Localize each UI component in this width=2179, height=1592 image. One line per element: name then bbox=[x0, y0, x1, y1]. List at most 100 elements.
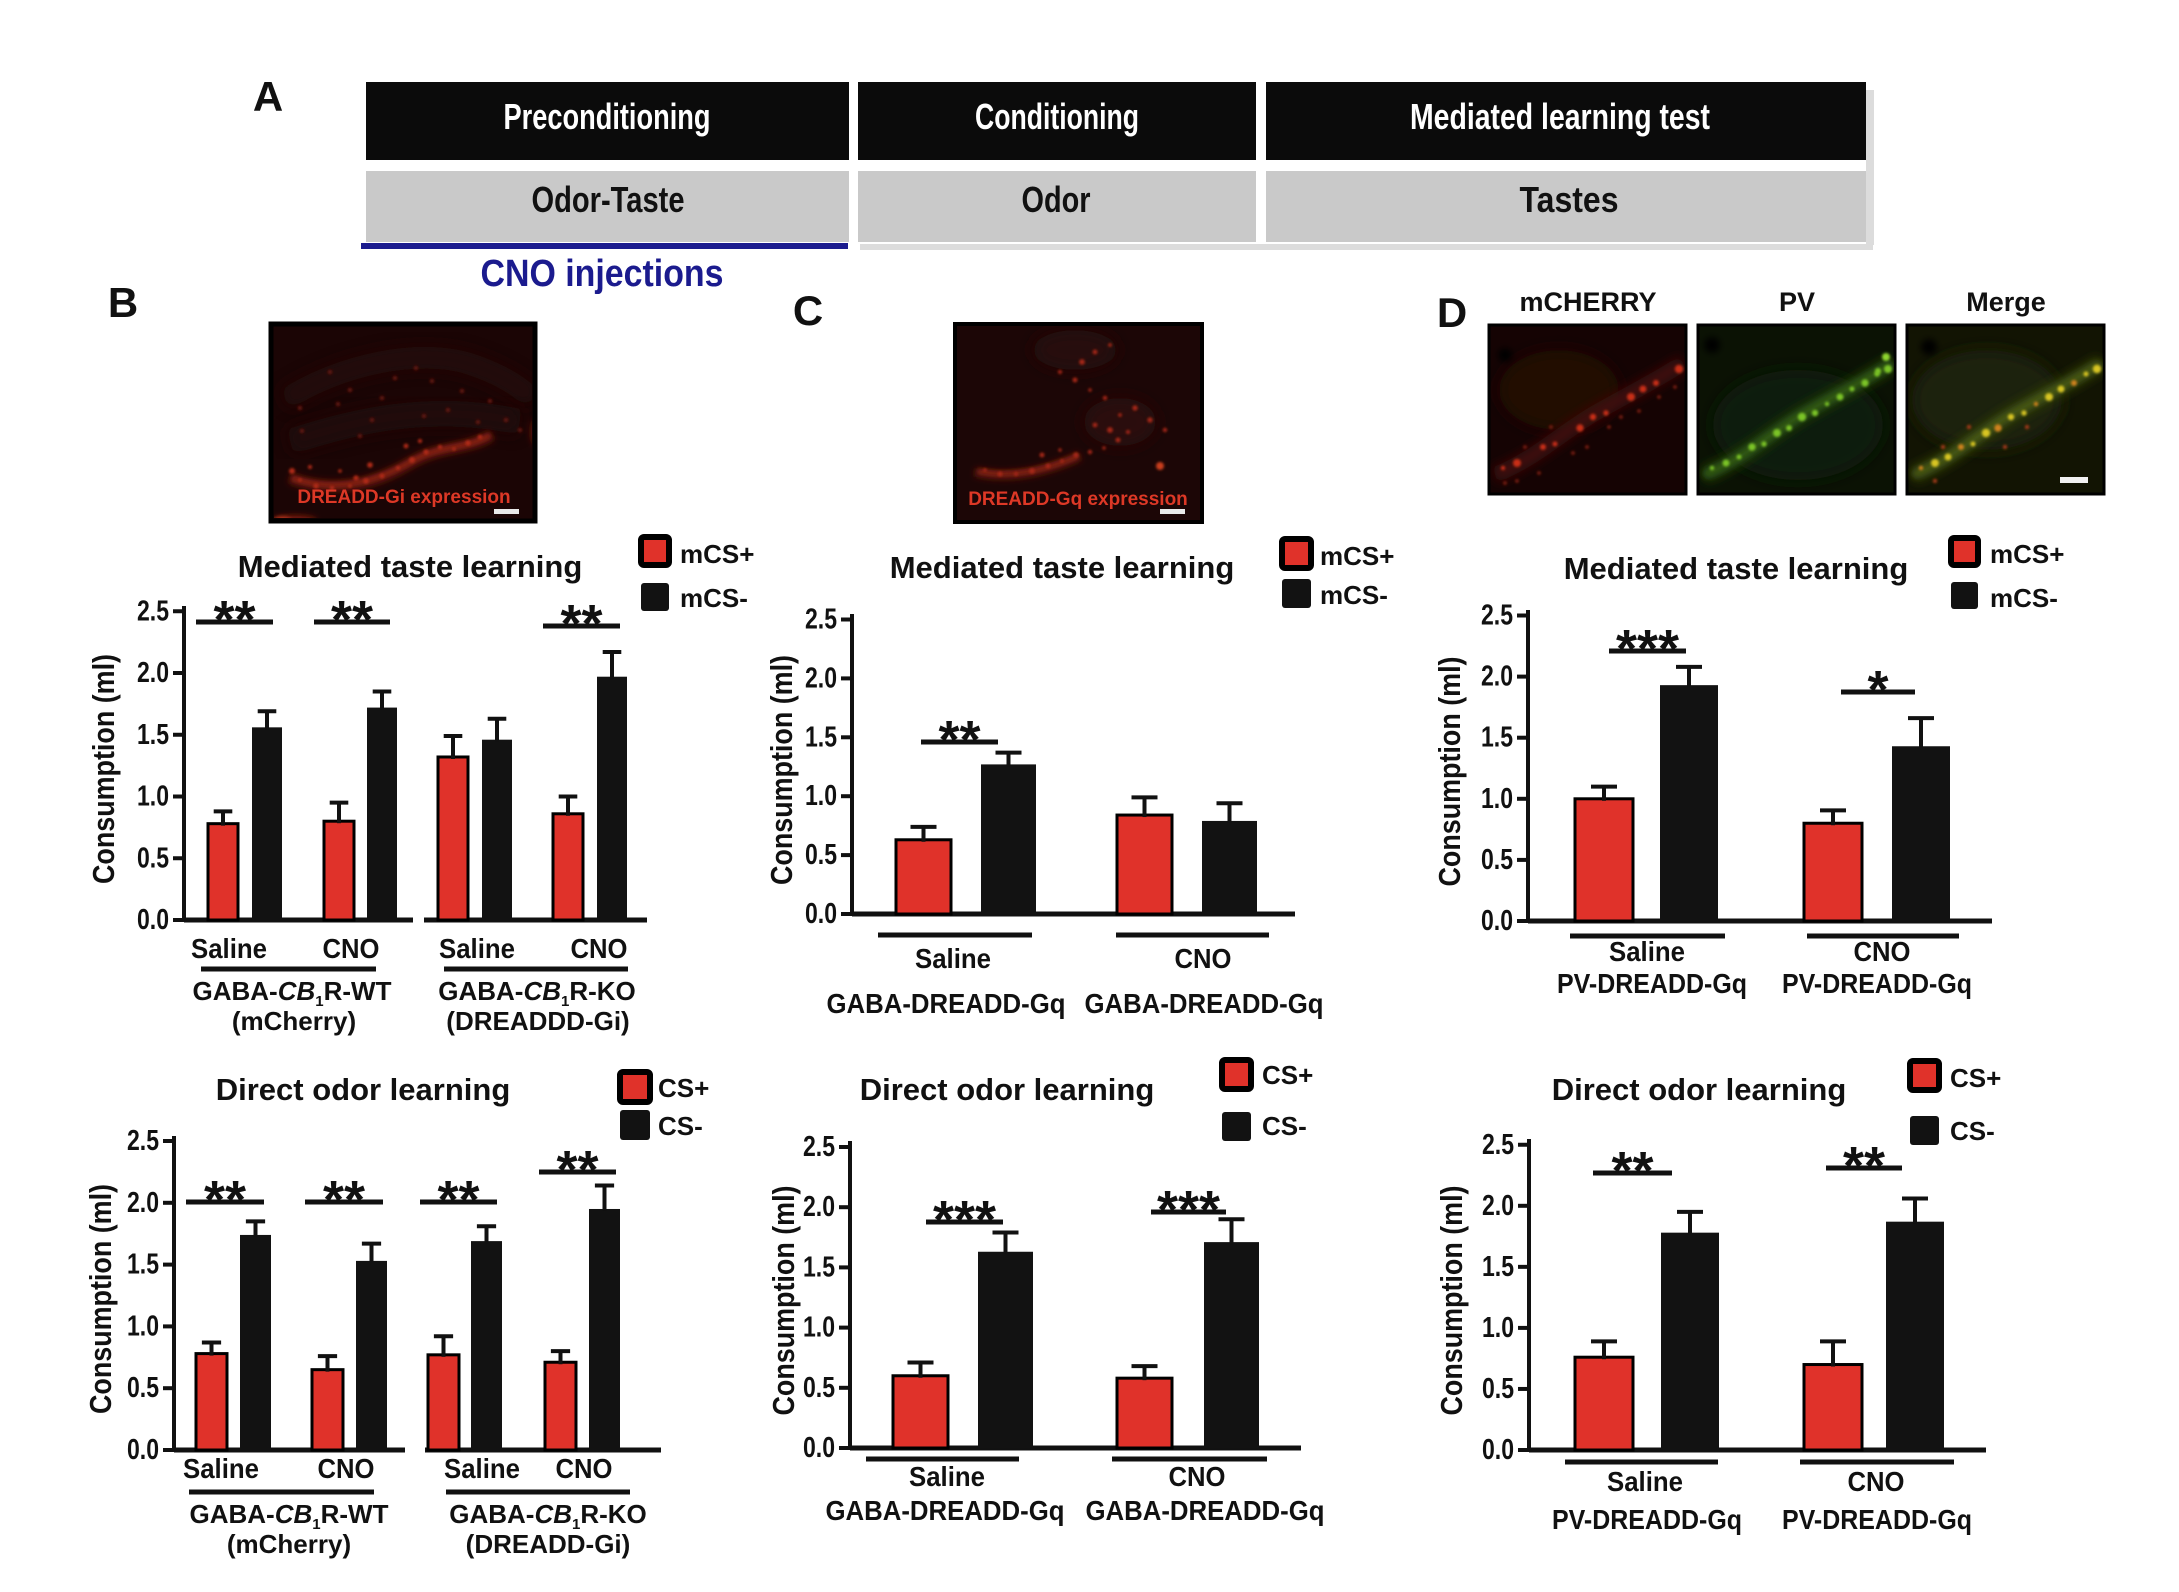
svg-text:(mCherry): (mCherry) bbox=[232, 1006, 356, 1036]
svg-text:1.5: 1.5 bbox=[1481, 722, 1513, 754]
svg-text:Saline: Saline bbox=[1607, 1466, 1683, 1497]
svg-text:1.5: 1.5 bbox=[805, 721, 837, 753]
svg-text:Consumption (ml): Consumption (ml) bbox=[86, 654, 121, 884]
svg-text:PV-DREADD-Gq: PV-DREADD-Gq bbox=[1557, 968, 1747, 999]
svg-text:CNO: CNO bbox=[556, 1453, 613, 1484]
svg-text:2.5: 2.5 bbox=[805, 604, 837, 636]
svg-text:Odor: Odor bbox=[1022, 179, 1091, 220]
svg-text:Consumption (ml): Consumption (ml) bbox=[766, 1186, 801, 1416]
svg-text:0.5: 0.5 bbox=[127, 1372, 159, 1404]
svg-text:0.0: 0.0 bbox=[1481, 905, 1513, 937]
svg-text:Direct odor learning: Direct odor learning bbox=[1552, 1072, 1847, 1107]
svg-text:2.0: 2.0 bbox=[803, 1191, 835, 1223]
svg-text:Saline: Saline bbox=[915, 943, 991, 974]
svg-text:B: B bbox=[108, 279, 138, 326]
svg-text:1.0: 1.0 bbox=[1482, 1312, 1514, 1344]
svg-text:(DREADDD-Gi): (DREADDD-Gi) bbox=[446, 1006, 629, 1036]
svg-text:2.5: 2.5 bbox=[127, 1125, 159, 1157]
svg-text:C: C bbox=[793, 287, 823, 334]
svg-text:**: ** bbox=[213, 590, 255, 650]
svg-text:DREADD-Gi expression: DREADD-Gi expression bbox=[297, 487, 510, 508]
svg-text:mCS-: mCS- bbox=[680, 583, 748, 613]
svg-text:CNO: CNO bbox=[571, 933, 628, 964]
svg-text:Mediated taste learning: Mediated taste learning bbox=[890, 550, 1235, 585]
svg-text:GABA-CB1R-WT: GABA-CB1R-WT bbox=[190, 1499, 389, 1533]
svg-text:PV-DREADD-Gq: PV-DREADD-Gq bbox=[1782, 968, 1972, 999]
svg-text:0.5: 0.5 bbox=[137, 842, 169, 874]
svg-text:Consumption (ml): Consumption (ml) bbox=[83, 1184, 118, 1414]
svg-text:Mediated taste learning: Mediated taste learning bbox=[1564, 551, 1909, 586]
svg-text:**: ** bbox=[1611, 1141, 1653, 1201]
svg-text:2.5: 2.5 bbox=[137, 595, 169, 627]
svg-text:CNO: CNO bbox=[1169, 1461, 1226, 1492]
svg-text:GABA-DREADD-Gq: GABA-DREADD-Gq bbox=[1085, 988, 1324, 1019]
svg-text:0.0: 0.0 bbox=[127, 1434, 159, 1466]
svg-text:GABA-CB1R-KO: GABA-CB1R-KO bbox=[449, 1499, 647, 1533]
svg-text:CS+: CS+ bbox=[658, 1073, 709, 1103]
svg-text:Saline: Saline bbox=[439, 933, 515, 964]
svg-text:Merge: Merge bbox=[1966, 287, 2046, 317]
svg-text:2.0: 2.0 bbox=[805, 662, 837, 694]
svg-text:1.0: 1.0 bbox=[805, 780, 837, 812]
svg-text:GABA-DREADD-Gq: GABA-DREADD-Gq bbox=[826, 1495, 1065, 1526]
svg-text:Mediated learning test: Mediated learning test bbox=[1410, 96, 1710, 137]
svg-text:Odor-Taste: Odor-Taste bbox=[532, 179, 685, 220]
svg-text:Saline: Saline bbox=[1609, 936, 1685, 967]
svg-text:CNO: CNO bbox=[323, 933, 380, 964]
svg-text:**: ** bbox=[938, 710, 980, 770]
svg-text:PV: PV bbox=[1779, 287, 1815, 317]
svg-text:Direct odor learning: Direct odor learning bbox=[860, 1072, 1155, 1107]
svg-text:PV-DREADD-Gq: PV-DREADD-Gq bbox=[1782, 1504, 1972, 1535]
svg-text:mCS-: mCS- bbox=[1990, 583, 2058, 613]
svg-text:CS-: CS- bbox=[658, 1111, 703, 1141]
svg-text:mCS-: mCS- bbox=[1320, 580, 1388, 610]
svg-text:1.5: 1.5 bbox=[137, 719, 169, 751]
svg-text:Conditioning: Conditioning bbox=[975, 96, 1139, 137]
svg-text:0.0: 0.0 bbox=[1482, 1434, 1514, 1466]
svg-text:1.5: 1.5 bbox=[127, 1249, 159, 1281]
svg-text:1.0: 1.0 bbox=[137, 781, 169, 813]
svg-text:0.0: 0.0 bbox=[803, 1432, 835, 1464]
svg-text:mCS+: mCS+ bbox=[680, 539, 754, 569]
svg-text:(mCherry): (mCherry) bbox=[227, 1529, 351, 1559]
svg-text:GABA-CB1R-WT: GABA-CB1R-WT bbox=[193, 976, 392, 1010]
svg-text:1.0: 1.0 bbox=[803, 1312, 835, 1344]
svg-text:**: ** bbox=[331, 590, 373, 650]
svg-text:CNO injections: CNO injections bbox=[481, 253, 724, 295]
svg-text:1.0: 1.0 bbox=[1481, 783, 1513, 815]
svg-text:Saline: Saline bbox=[183, 1453, 259, 1484]
svg-text:0.0: 0.0 bbox=[805, 898, 837, 930]
svg-text:Saline: Saline bbox=[909, 1461, 985, 1492]
svg-text:1.5: 1.5 bbox=[1482, 1251, 1514, 1283]
svg-text:CNO: CNO bbox=[318, 1453, 375, 1484]
svg-text:mCS+: mCS+ bbox=[1320, 541, 1394, 571]
svg-text:2.0: 2.0 bbox=[127, 1187, 159, 1219]
svg-text:Tastes: Tastes bbox=[1520, 179, 1619, 220]
svg-text:2.5: 2.5 bbox=[803, 1131, 835, 1163]
svg-text:CNO: CNO bbox=[1854, 936, 1911, 967]
svg-text:CNO: CNO bbox=[1848, 1466, 1905, 1497]
svg-text:GABA-DREADD-Gq: GABA-DREADD-Gq bbox=[827, 988, 1066, 1019]
svg-text:***: *** bbox=[1157, 1180, 1220, 1240]
svg-text:0.0: 0.0 bbox=[137, 904, 169, 936]
svg-text:PV-DREADD-Gq: PV-DREADD-Gq bbox=[1552, 1504, 1742, 1535]
svg-text:2.0: 2.0 bbox=[1481, 661, 1513, 693]
svg-text:mCS+: mCS+ bbox=[1990, 539, 2064, 569]
svg-text:(DREADD-Gi): (DREADD-Gi) bbox=[466, 1529, 631, 1559]
svg-text:CS-: CS- bbox=[1262, 1111, 1307, 1141]
svg-text:*: * bbox=[1867, 660, 1888, 720]
svg-text:Preconditioning: Preconditioning bbox=[504, 96, 711, 137]
svg-text:Saline: Saline bbox=[191, 933, 267, 964]
svg-text:0.5: 0.5 bbox=[805, 839, 837, 871]
svg-text:**: ** bbox=[437, 1170, 479, 1230]
svg-text:1.5: 1.5 bbox=[803, 1251, 835, 1283]
svg-text:DREADD-Gq expression: DREADD-Gq expression bbox=[968, 489, 1188, 510]
svg-text:**: ** bbox=[1843, 1136, 1885, 1196]
svg-text:***: *** bbox=[1616, 619, 1679, 679]
svg-text:CS+: CS+ bbox=[1950, 1063, 2001, 1093]
svg-text:Saline: Saline bbox=[444, 1453, 520, 1484]
svg-text:Consumption (ml): Consumption (ml) bbox=[1432, 657, 1467, 887]
svg-text:1.0: 1.0 bbox=[127, 1310, 159, 1342]
svg-text:**: ** bbox=[556, 1140, 598, 1200]
svg-text:mCHERRY: mCHERRY bbox=[1519, 287, 1656, 317]
